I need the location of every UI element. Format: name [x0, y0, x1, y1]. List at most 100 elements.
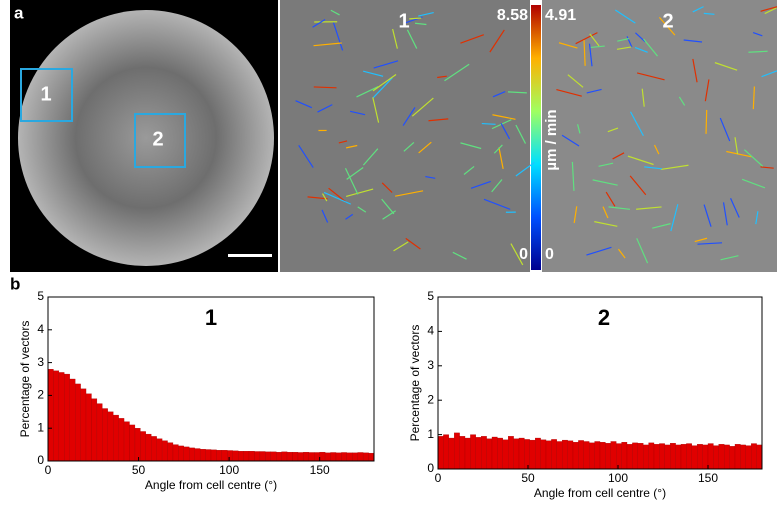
bar [551, 439, 556, 469]
bar [703, 445, 708, 469]
image-2 [542, 0, 777, 272]
scale-bar [228, 254, 272, 257]
y-tick-label: 4 [37, 322, 44, 336]
panel-label: b [10, 274, 20, 293]
bar [611, 441, 616, 469]
bar [697, 444, 702, 469]
bar [524, 439, 529, 469]
bar [757, 445, 762, 469]
bar [708, 444, 713, 469]
bar [562, 440, 567, 469]
bar [724, 445, 729, 469]
bar [465, 438, 470, 469]
bar [309, 452, 314, 461]
bar [460, 436, 465, 469]
cell [18, 10, 274, 266]
bar [643, 445, 648, 469]
bar [751, 444, 756, 469]
bar [97, 404, 102, 461]
y-tick-label: 1 [427, 427, 434, 441]
bar [254, 451, 259, 461]
bar [303, 452, 308, 461]
y-tick-label: 5 [427, 289, 434, 303]
colorbar-min: 0 [519, 246, 528, 263]
bar [206, 450, 211, 461]
bar [189, 448, 194, 461]
bar [70, 379, 75, 461]
bar [681, 444, 686, 469]
bar [135, 428, 140, 461]
bar [627, 444, 632, 469]
y-tick-label: 2 [427, 392, 434, 406]
bar [589, 443, 594, 469]
bar [746, 446, 751, 469]
bar [443, 435, 448, 469]
bar [108, 412, 113, 461]
bar [659, 444, 664, 469]
bar [168, 443, 173, 461]
bar [740, 445, 745, 469]
bar [124, 422, 129, 461]
bar [476, 437, 481, 469]
bar [195, 449, 200, 461]
bar [719, 444, 724, 469]
y-tick-label: 1 [37, 420, 44, 434]
box-label: 2 [152, 128, 163, 150]
image-1 [280, 0, 530, 272]
image-label: 1 [398, 10, 409, 32]
bar [331, 452, 336, 461]
bar [730, 446, 735, 469]
bar [546, 441, 551, 469]
bar [119, 418, 124, 461]
x-tick-label: 0 [435, 471, 442, 485]
bar [173, 445, 178, 461]
bar [162, 441, 167, 461]
x-tick-label: 150 [698, 471, 718, 485]
bar [59, 372, 64, 461]
panel-label: a [14, 3, 24, 22]
bar [595, 441, 600, 469]
bar [244, 451, 249, 461]
bar [530, 440, 535, 469]
bar [454, 433, 459, 469]
bar [541, 440, 546, 469]
bar [53, 371, 58, 461]
bar [470, 435, 475, 469]
bar [438, 436, 443, 469]
bar [336, 453, 341, 461]
y-tick-label: 5 [37, 289, 44, 303]
y-tick-label: 0 [37, 453, 44, 467]
bar [605, 443, 610, 469]
vector [706, 110, 707, 134]
chart-title: 1 [205, 305, 217, 330]
bar [670, 443, 675, 469]
bar [481, 436, 486, 469]
bar [622, 442, 627, 469]
bar [347, 453, 352, 461]
bar [573, 442, 578, 469]
bar [249, 451, 254, 461]
vector [409, 18, 421, 19]
bar [184, 447, 189, 461]
bar [369, 453, 374, 461]
bar [157, 439, 162, 461]
colorbar-unit: µm / min [543, 109, 560, 170]
bar [75, 384, 80, 461]
colorbar [531, 5, 541, 270]
bar [86, 394, 91, 461]
bar [584, 441, 589, 469]
bar [713, 446, 718, 469]
x-tick-label: 50 [521, 471, 535, 485]
bar [735, 444, 740, 469]
chart-title: 2 [598, 305, 610, 330]
bar [265, 452, 270, 461]
bar [178, 446, 183, 461]
y-tick-label: 2 [37, 388, 44, 402]
vector [482, 124, 496, 125]
bar [497, 438, 502, 469]
bar [649, 443, 654, 469]
bar [200, 449, 205, 461]
bar [492, 437, 497, 469]
bar [227, 451, 232, 461]
y-axis-label: Percentage of vectors [18, 321, 32, 438]
